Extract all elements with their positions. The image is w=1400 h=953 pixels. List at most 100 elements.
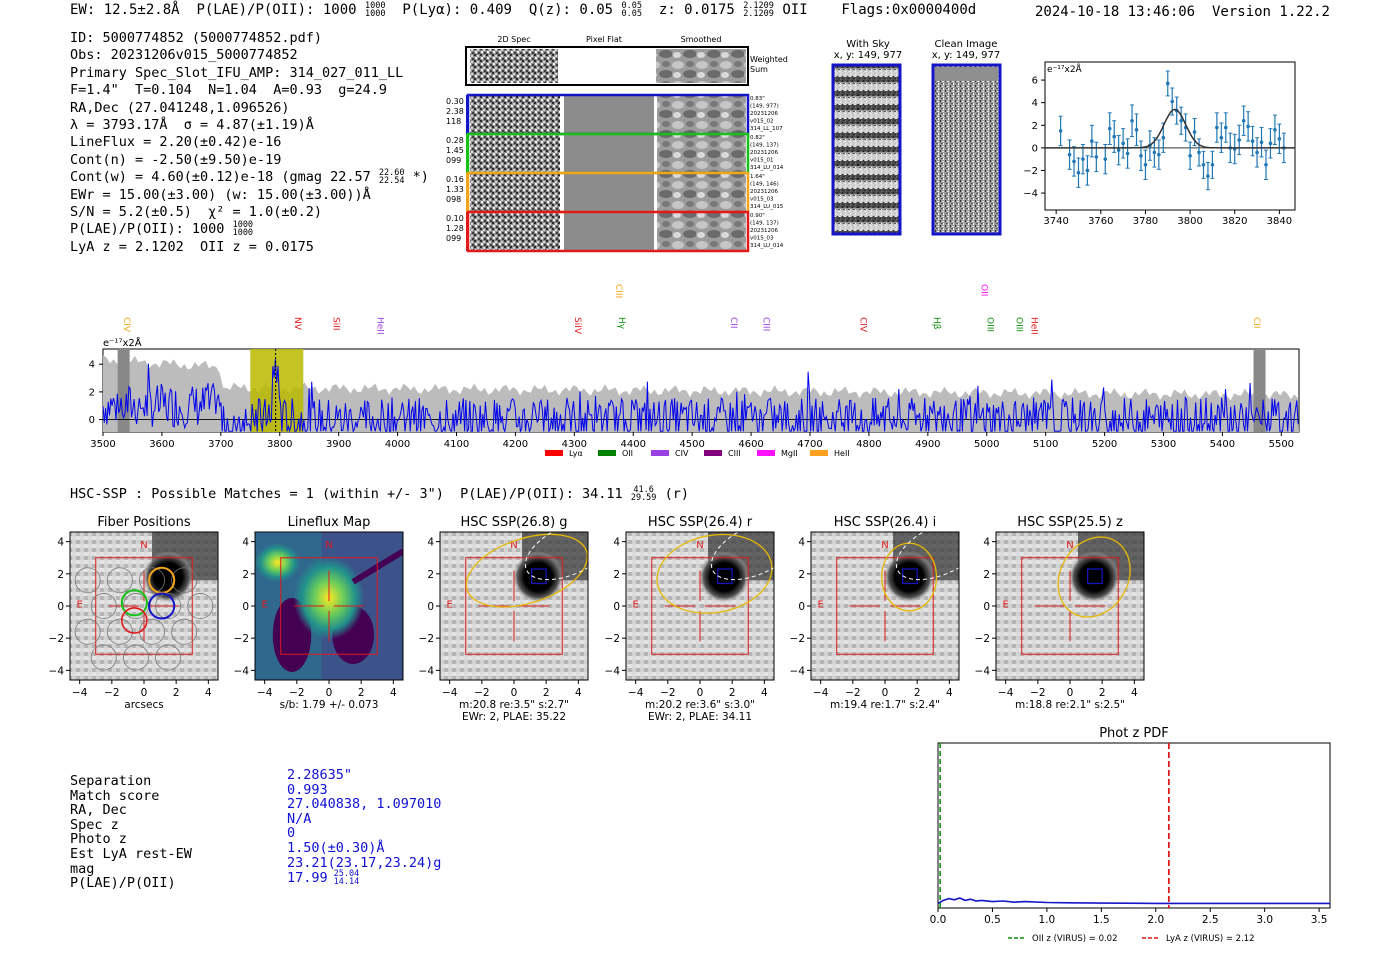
fiber-circle [106, 567, 133, 594]
cutout-left-stat: 099 [446, 156, 461, 165]
gauss-point [1264, 163, 1268, 167]
hsc-ytick-label: 4 [983, 537, 990, 549]
hsc-xtick-label: −2 [1030, 687, 1045, 699]
header-summary: EW: 12.5±2.8Å P(LAE)/P(OII): 1000 1000 10… [70, 2, 977, 19]
fiber-circle-highlight [120, 589, 148, 617]
header-flags: Flags:0x0000400d [841, 2, 977, 18]
spectral-line-marker: HeII [1028, 317, 1038, 335]
cutout-right-info: v015_02 [750, 119, 774, 125]
info-id: ID: 5000774852 (5000774852.pdf) [70, 30, 322, 46]
info-lambda: λ = 3793.17Å σ = 4.87(±1.19)Å [70, 116, 314, 133]
match-value: 0.993 [287, 781, 328, 798]
spectrum-legend-label: OII [622, 449, 633, 458]
gauss-point [1165, 81, 1170, 86]
cutout-right-info: 20231206 [750, 228, 778, 234]
spectrum-legend-swatch [704, 450, 722, 456]
weighted-sum-smoothed [656, 49, 746, 83]
info-plae: P(LAE)/P(OII): 1000 1000 1000 [70, 220, 254, 239]
hsc-ytick-label: 4 [242, 537, 249, 549]
header-z: z: 0.0175 [658, 2, 735, 18]
spectrum-legend-label: MgII [781, 449, 798, 458]
hsc-xtick-label: −4 [257, 687, 273, 699]
info-ewr: EWr = 15.00(±3.00) (w: 15.00(±3.00))Å [70, 186, 371, 203]
spectral-line-label: SiII [330, 317, 340, 331]
spectral-line-marker: OIII [1014, 317, 1024, 332]
match-value: 2.28635" [287, 767, 353, 783]
photz-xtick-label: 2.0 [1147, 914, 1164, 926]
hsc-ytick-label: 0 [798, 601, 805, 613]
spectrum-xtick-label: 5100 [1033, 439, 1058, 450]
spectrum-legend-label: CIV [675, 449, 689, 458]
match-value: 1.50(±0.30)Å [287, 839, 385, 856]
cutout-row-color [466, 212, 469, 251]
header-version: Version 1.22.2 [1211, 4, 1330, 20]
photz-xtick-label: 1.0 [1039, 914, 1056, 926]
spectrum-xtick-label: 5400 [1210, 439, 1235, 450]
clean-image-xy: x, y: 149, 977 [932, 50, 1001, 61]
photz-title: Phot z PDF [1099, 726, 1169, 741]
cutout-right-info: (149, 137) [750, 143, 779, 149]
gauss-point [1241, 118, 1246, 123]
hsc-aperture-box [1021, 557, 1119, 655]
match-values: 2.28635" 0.993 27.040838, 1.097010 N/A 0 1.50… [287, 767, 441, 887]
cutout-smoothed [657, 174, 746, 211]
spectral-line-marker: OII [978, 284, 988, 296]
cutout-left-stat: 098 [446, 195, 461, 204]
gauss-ytick-label: 4 [1032, 98, 1038, 109]
gauss-point [1161, 135, 1166, 140]
spectral-line-label: SiIV [572, 317, 582, 335]
info-obs: Obs: 20231206v015_5000774852 [70, 47, 298, 64]
hsc-panel: HSC SSP(26.4) r N E 4 2 0 −2 −4 −4 −2 0 2 4 m:20.2 re… [605, 515, 775, 723]
header-meta: 2024-10-18 13:46:06 Version 1.22.2 [1035, 4, 1330, 20]
fiber-circle [171, 567, 198, 594]
match-labels: Separation Match score RA, Dec Spec z Photo … [70, 774, 192, 891]
info-radec: RA,Dec (27.041248,1.096526) [70, 99, 290, 116]
spectral-line-marker: CIV [858, 317, 868, 333]
hsc-panel-title: Lineflux Map [288, 515, 371, 530]
hsc-ytick-label: −2 [605, 633, 620, 645]
gauss-xtick-label: 3820 [1222, 216, 1247, 227]
photz-pdf-line [937, 897, 1330, 905]
gauss-point [1112, 134, 1116, 139]
cutout-2dspec [470, 96, 560, 133]
hsc-source-ellipse [465, 533, 588, 608]
hsc-east-label: E [446, 600, 452, 611]
gauss-point [1268, 141, 1273, 146]
hsc-ytick-label: −4 [49, 665, 65, 677]
gauss-point [1188, 153, 1192, 158]
fiber-circle-highlight [148, 592, 176, 620]
hsc-ytick-label: −2 [234, 633, 249, 645]
spectral-line-marker: CII [728, 317, 738, 329]
cutout-left-stat: 0.10 [446, 214, 464, 223]
hsc-xtick-label: −4 [998, 687, 1014, 699]
fiber-circle-highlight [120, 607, 148, 634]
spectrum-xtick-label: 3900 [326, 439, 351, 450]
photz-xtick-label: 0.0 [930, 914, 947, 926]
gauss-point [1134, 127, 1139, 132]
cutout-left-stat: 099 [446, 234, 461, 243]
photz-xtick-label: 3.5 [1311, 914, 1328, 926]
spectral-line-label: OIII [1014, 317, 1024, 332]
hsc-xtick-label: 0 [1067, 687, 1074, 699]
gauss-point [1277, 137, 1282, 141]
photz-pdf-chart: Phot z PDF 0.0 0.5 1.0 1.5 2.0 2.5 3.0 3.5 OII z… [930, 726, 1331, 944]
spectral-line-marker: OIII [984, 317, 994, 332]
hsc-caption: m:20.2 re:3.6" s:3.0" [645, 699, 755, 711]
spectral-line-label: CIII [613, 284, 623, 298]
detection-info: ID: 5000774852 (5000774852.pdf) Obs: 202… [70, 30, 429, 256]
photz-legend-lya: LyA z (VIRUS) = 2.12 [1166, 934, 1255, 944]
match-label: Match score [70, 787, 160, 804]
gauss-ytick-label: 6 [1032, 76, 1038, 87]
header-qz: Q(z): 0.05 [528, 2, 614, 18]
spectrum-xtick-label: 3700 [208, 439, 233, 450]
cutout-header-pixelflat: Pixel Flat [586, 35, 622, 44]
spectral-line-marker: CIV [121, 317, 131, 333]
hsc-source-ellipse [881, 542, 938, 612]
gauss-ytick-label: −2 [1023, 166, 1038, 177]
info-lya-oii: LyA z = 2.1202 OII z = 0.0175 [70, 238, 314, 255]
cutout-row-color [466, 173, 469, 212]
cutout-left-stat: 1.45 [446, 146, 464, 155]
hsc-xtick-label: 4 [390, 687, 397, 699]
weighted-sum-2dspec [470, 49, 558, 83]
